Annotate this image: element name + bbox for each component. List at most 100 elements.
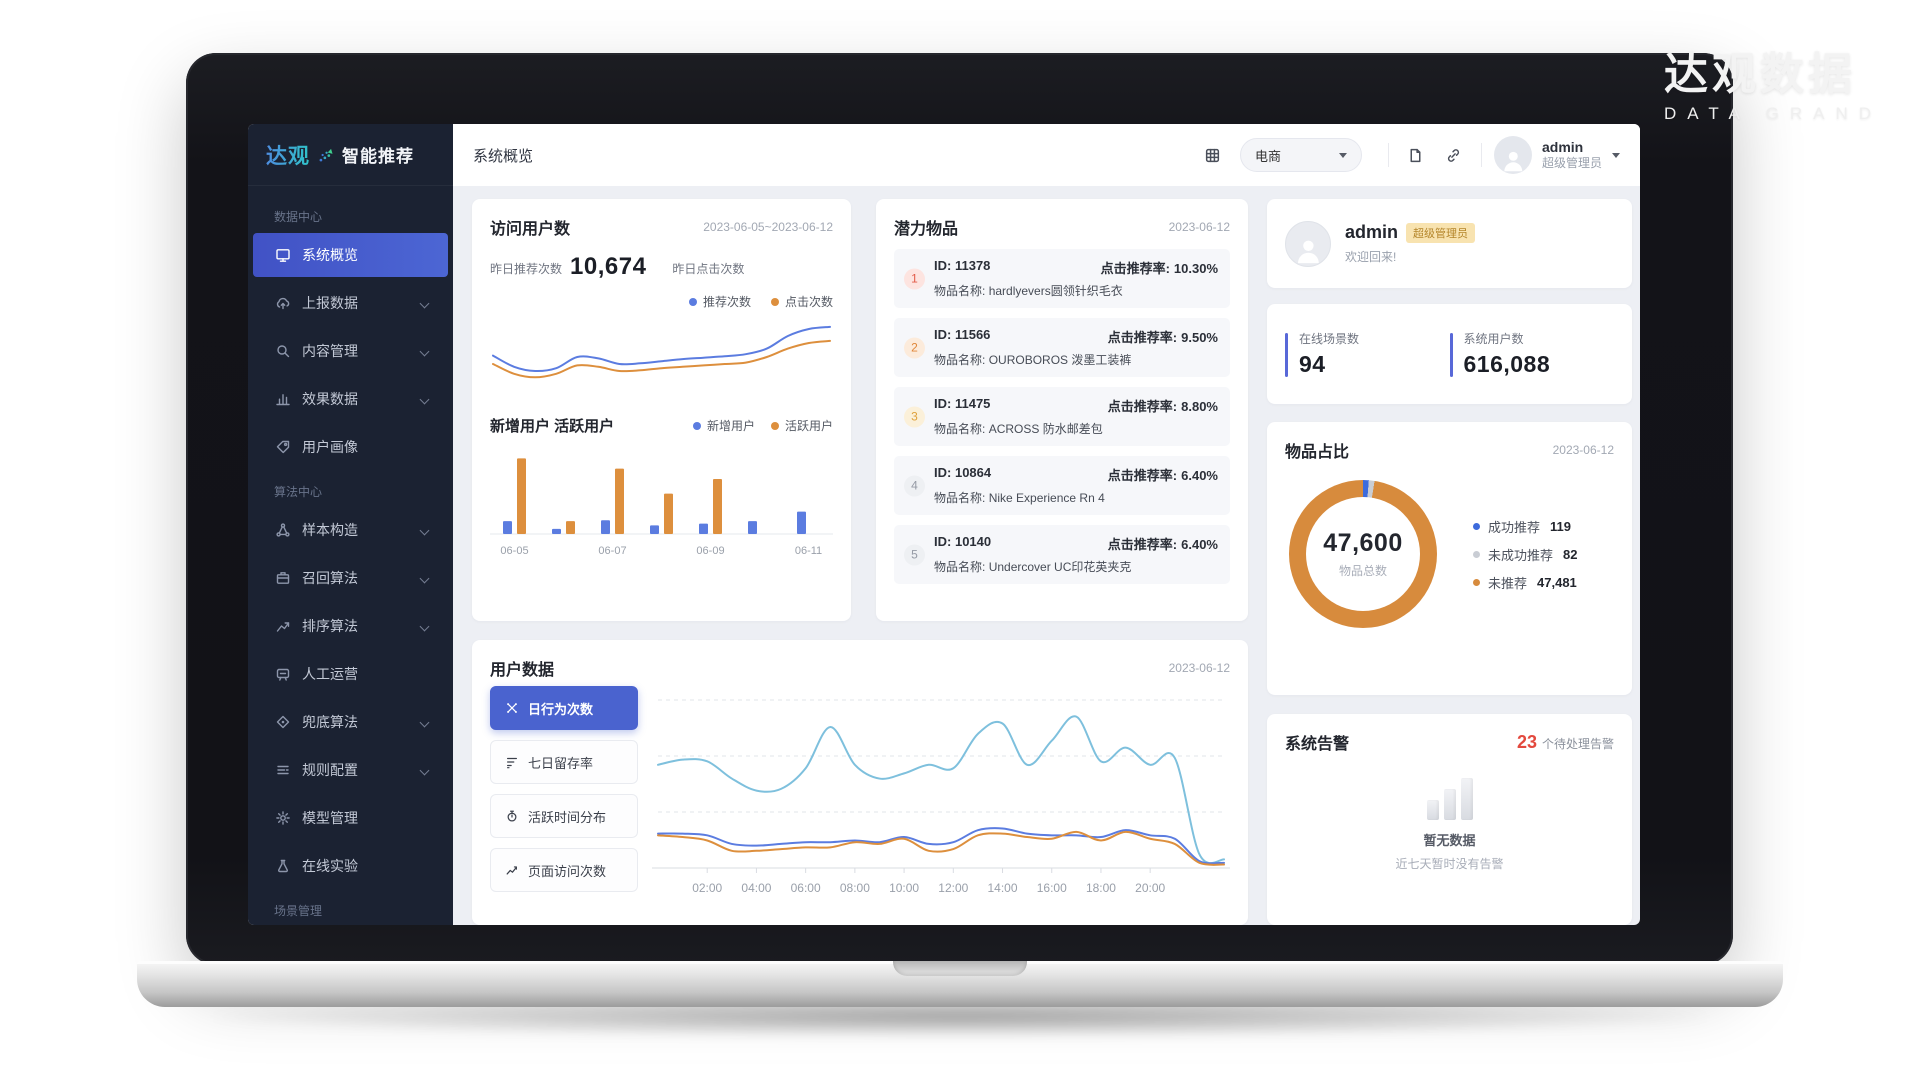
sidebar-item-label: 效果数据: [302, 391, 358, 407]
svg-text:08:00: 08:00: [840, 881, 870, 895]
sidebar-item-user-profile[interactable]: 用户画像: [253, 425, 448, 469]
potential-item-row[interactable]: 2 ID: 11566 点击推荐率: 9.50% 物品名称: OUROBOROS …: [894, 318, 1230, 377]
welcome-greeting: 欢迎回来!: [1345, 250, 1397, 264]
welcome-user-name: admin: [1345, 222, 1399, 242]
potential-item-row[interactable]: 3 ID: 11475 点击推荐率: 8.80% 物品名称: ACROSS 防水邮…: [894, 387, 1230, 446]
sidebar-section-data-center: 数据中心: [274, 210, 323, 224]
user-data-tabs: 日行为次数 七日留存率 活跃时间分布 页面访问次数: [490, 686, 638, 902]
online-scenes-stat: 在线场景数 94: [1285, 330, 1450, 378]
tab-page-views[interactable]: 页面访问次数: [490, 848, 638, 892]
app-grid-button[interactable]: [1198, 140, 1228, 170]
sidebar-item-label: 兜底算法: [302, 714, 358, 730]
sidebar-item-recall-algo[interactable]: 召回算法: [253, 556, 448, 600]
user-menu[interactable]: admin 超级管理员: [1542, 139, 1602, 172]
legend-not-recommend[interactable]: 未推荐 47,481: [1473, 573, 1577, 592]
watermark: 达观数据 DATA GRAND: [1664, 38, 1882, 124]
sidebar-item-label: 召回算法: [302, 570, 358, 586]
potential-item-row[interactable]: 5 ID: 10140 点击推荐率: 6.40% 物品名称: Undercover…: [894, 525, 1230, 584]
empty-description: 近七天暂时没有告警: [1395, 857, 1504, 871]
link-icon: [1448, 148, 1460, 162]
visit-users-card: 访问用户数 2023-06-05~2023-06-12 昨日推荐次数 10,67…: [472, 199, 851, 621]
sidebar-item-fallback-algo[interactable]: 兜底算法: [253, 700, 448, 744]
sidebar-item-effect-data[interactable]: 效果数据: [253, 377, 448, 421]
topbar: 系统概览 电商: [453, 124, 1640, 186]
sidebar-item-rule-config[interactable]: 规则配置: [253, 748, 448, 792]
legend-new-users[interactable]: 新增用户: [692, 417, 755, 434]
empty-title: 暂无数据: [1423, 833, 1476, 848]
user-avatar: [1285, 220, 1331, 267]
stat-label: 昨日点击次数: [672, 262, 745, 276]
cloud-upload-icon: [276, 297, 290, 310]
item-ratio-donut-chart: 47,600 物品总数: [1289, 480, 1437, 628]
link-button[interactable]: [1439, 140, 1469, 170]
legend-click-count[interactable]: 点击次数: [770, 293, 833, 310]
alert-count: 23: [1516, 731, 1537, 752]
user-avatar[interactable]: [1493, 136, 1532, 174]
flask-icon: [277, 859, 289, 873]
legend-success-recommend[interactable]: 成功推荐 119: [1473, 517, 1577, 536]
laptop-frame: 达观 智能推荐 数据中心 系统概览: [186, 53, 1733, 965]
sidebar-item-content-mgmt[interactable]: 内容管理: [253, 329, 448, 373]
stat-label: 昨日推荐次数: [490, 262, 563, 276]
potential-item-row[interactable]: 4 ID: 10864 点击推荐率: 6.40% 物品名称: Nike Exper…: [894, 456, 1230, 515]
laptop-base: [137, 961, 1783, 1007]
stat-value: 616,088: [1463, 351, 1551, 377]
scatter-x-icon: [507, 703, 517, 713]
users-bar-chart: 06-05 06-07 06-09 06-11: [490, 458, 833, 557]
rank-badge: 1: [904, 268, 925, 289]
svg-text:18:00: 18:00: [1086, 881, 1116, 895]
legend-dot: [770, 421, 779, 430]
sidebar-item-online-experiment[interactable]: 在线实验: [253, 844, 448, 888]
watermark-en: DATA GRAND: [1664, 104, 1882, 123]
nodes-icon: [276, 523, 290, 537]
sidebar-item-sample-build[interactable]: 样本构造: [253, 508, 448, 552]
sidebar-item-model-mgmt[interactable]: 模型管理: [253, 796, 448, 840]
pending-alerts: 23 个待处理告警: [1516, 731, 1614, 752]
potential-item-row[interactable]: 1 ID: 11378 点击推荐率: 10.30% 物品名称: hardlyeve…: [894, 249, 1230, 308]
empty-state: 暂无数据 近七天暂时没有告警: [1285, 776, 1614, 872]
sidebar-item-label: 上报数据: [302, 295, 358, 311]
svg-text:20:00: 20:00: [1135, 881, 1165, 895]
legend-active-users[interactable]: 活跃用户: [770, 417, 833, 434]
logo-brand-text: 达观: [266, 140, 310, 170]
content-area: 访问用户数 2023-06-05~2023-06-12 昨日推荐次数 10,67…: [453, 186, 1640, 925]
chevron-down-icon: [419, 765, 430, 775]
tab-daily-behavior[interactable]: 日行为次数: [490, 686, 638, 730]
trend-icon: [276, 622, 290, 632]
tab-active-time[interactable]: 活跃时间分布: [490, 794, 638, 838]
legend-unsuccess-recommend[interactable]: 未成功推荐 82: [1473, 545, 1577, 564]
sidebar-item-system-overview[interactable]: 系统概览: [253, 233, 448, 277]
items-total-label: 物品总数: [1338, 564, 1387, 578]
document-icon: [1410, 148, 1421, 162]
scene-select[interactable]: 电商: [1239, 138, 1362, 172]
legend-recommend-count[interactable]: 推荐次数: [688, 293, 751, 310]
card-title: 物品占比: [1285, 444, 1350, 461]
date-range: 2023-06-05~2023-06-12: [703, 220, 833, 234]
stat-label: 系统用户数: [1463, 332, 1524, 346]
list-settings-icon: [277, 765, 289, 775]
grid-icon: [1206, 148, 1220, 162]
dashboard-screen: 达观 智能推荐 数据中心 系统概览: [248, 124, 1640, 925]
potential-items-card: 潜力物品 2023-06-12 1 ID: 11378 点击推荐率: 10.30%…: [876, 199, 1248, 621]
sidebar-item-report-data[interactable]: 上报数据: [253, 281, 448, 325]
sidebar-item-rank-algo[interactable]: 排序算法: [253, 604, 448, 648]
user-data-card: 用户数据 2023-06-12 日行为次数 七日留存率: [472, 640, 1248, 925]
welcome-card: admin 超级管理员 欢迎回来!: [1267, 199, 1632, 288]
legend-dot: [1473, 578, 1480, 586]
chevron-down-icon: [419, 573, 430, 583]
visits-line-chart: [492, 325, 831, 379]
gear-icon: [276, 811, 290, 825]
sidebar-item-manual-ops[interactable]: 人工运营: [253, 652, 448, 696]
search-icon: [277, 345, 290, 358]
svg-text:06-11: 06-11: [795, 545, 822, 557]
sidebar-item-label: 人工运营: [302, 666, 358, 682]
card-title: 用户数据: [490, 662, 555, 679]
document-button[interactable]: [1401, 140, 1431, 170]
role-badge: 超级管理员: [1406, 222, 1476, 243]
sidebar-item-label: 样本构造: [302, 522, 358, 538]
card-date: 2023-06-12: [1168, 661, 1230, 675]
logo-product-text: 智能推荐: [342, 147, 414, 166]
accent-bar: [1285, 333, 1288, 377]
chat-icon: [276, 668, 290, 681]
tab-retention[interactable]: 七日留存率: [490, 740, 638, 784]
